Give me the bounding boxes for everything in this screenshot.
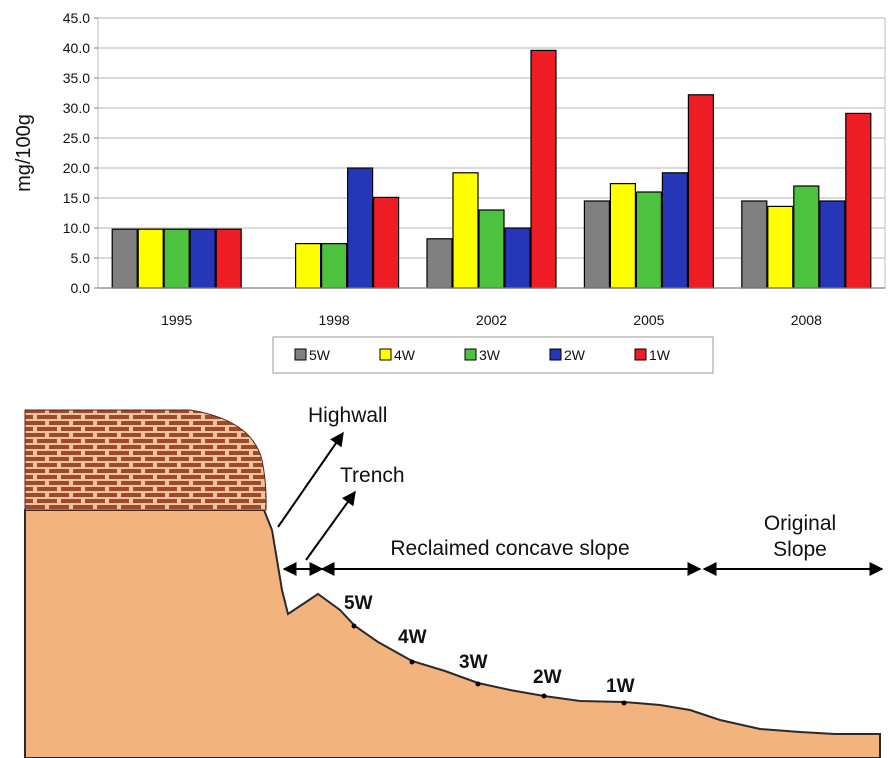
bar-5w-2002: [426, 238, 453, 289]
legend-label-4w: 4W: [394, 347, 416, 363]
reclaimed-slope-label: Reclaimed concave slope: [390, 537, 629, 560]
legend-label-2w: 2W: [564, 347, 586, 363]
cross-section-diagram: Highwall Trench Reclaimed concave slope …: [24, 404, 884, 758]
sample-point-1w-label: 1W: [606, 676, 635, 697]
highwall-arrow: [277, 431, 344, 528]
sample-point-2w-label: 2W: [533, 667, 562, 688]
sample-point-3w-label: 3W: [459, 652, 488, 673]
sample-point-5w-dot: [351, 623, 357, 629]
legend-label-5w: 5W: [309, 347, 331, 363]
bar-3w-1995: [163, 228, 190, 289]
legend-swatch-1w: [634, 348, 647, 361]
y-tick-label: 15.0: [63, 190, 90, 206]
original-slope-label-line2: Slope: [773, 538, 827, 561]
bar-3w-2002: [478, 209, 505, 289]
bar-1w-2008: [845, 112, 872, 289]
y-tick-label: 35.0: [63, 70, 90, 86]
original-slope-label-line1: Original: [764, 512, 836, 535]
sample-point-1w-dot: [621, 700, 627, 706]
y-tick-label: 30.0: [63, 100, 90, 116]
bar-3w-2008: [793, 185, 820, 289]
highwall-label: Highwall: [308, 404, 387, 427]
bar-chart: 0.0 5.0 10.0 15.0 20.0 25.0 30.0 35.0 40.0 45.0 1…: [13, 10, 886, 374]
legend-label-1w: 1W: [649, 347, 671, 363]
bar-1w-1995: [215, 228, 242, 289]
x-tick-label: 1995: [161, 312, 192, 328]
legend-swatch-2w: [549, 348, 562, 361]
x-tick-labels: 1995 1998 2002 2005 2008: [161, 312, 822, 328]
bar-1w-1998: [373, 196, 400, 289]
y-tick-label: 5.0: [71, 250, 91, 266]
sample-point-4w-dot: [409, 659, 415, 665]
ground-profile: [24, 509, 881, 758]
y-tick-label: 25.0: [63, 130, 90, 146]
bar-5w-1995: [111, 228, 138, 289]
bar-2w-1995: [189, 228, 216, 289]
legend-swatch-4w: [379, 348, 392, 361]
sample-point-4w-label: 4W: [398, 627, 427, 648]
bar-4w-1995: [137, 228, 164, 289]
y-tick-label: 10.0: [63, 220, 90, 236]
bar-5w-2005: [583, 200, 611, 289]
bar-1w-2005: [687, 94, 715, 289]
y-tick-label: 40.0: [63, 40, 90, 56]
trench-arrow: [305, 490, 356, 561]
sample-point-5w-label: 5W: [344, 593, 373, 614]
y-tick-label: 45.0: [63, 10, 90, 26]
legend: 5W 4W 3W 2W 1W: [272, 336, 714, 374]
bar-2w-2008: [819, 200, 846, 289]
bar-1w-2002: [530, 49, 557, 289]
legend-swatch-3w: [464, 348, 477, 361]
y-tick-label: 20.0: [63, 160, 90, 176]
x-tick-label: 2002: [476, 312, 507, 328]
y-tick-labels: 0.0 5.0 10.0 15.0 20.0 25.0 30.0 35.0 40.0 45.0: [63, 10, 90, 296]
sample-point-2w-dot: [541, 693, 547, 699]
bar-4w-1998: [295, 243, 322, 289]
bar-2w-2005: [661, 172, 689, 289]
legend-label-3w: 3W: [479, 347, 501, 363]
y-axis-title: mg/100g: [13, 114, 35, 192]
sample-points: 5W 4W 3W 2W 1W: [344, 593, 635, 706]
bar-3w-1998: [321, 243, 348, 289]
sample-point-3w-dot: [475, 681, 481, 687]
bar-4w-2002: [452, 172, 479, 289]
bar-2w-2002: [504, 227, 531, 289]
bar-4w-2008: [767, 205, 794, 289]
bar-4w-2005: [609, 183, 637, 289]
legend-items: 5W 4W 3W 2W 1W: [294, 347, 671, 363]
x-tick-label: 2008: [791, 312, 822, 328]
legend-swatch-5w: [294, 348, 307, 361]
bar-5w-2008: [741, 200, 768, 289]
bar-3w-2005: [635, 191, 663, 289]
x-tick-label: 1998: [319, 312, 350, 328]
x-tick-label: 2005: [633, 312, 664, 328]
brick-overburden: [24, 409, 267, 511]
trench-label: Trench: [340, 464, 405, 487]
bar-2w-1998: [347, 167, 374, 289]
y-tick-label: 0.0: [71, 280, 91, 296]
bars: [111, 49, 872, 289]
